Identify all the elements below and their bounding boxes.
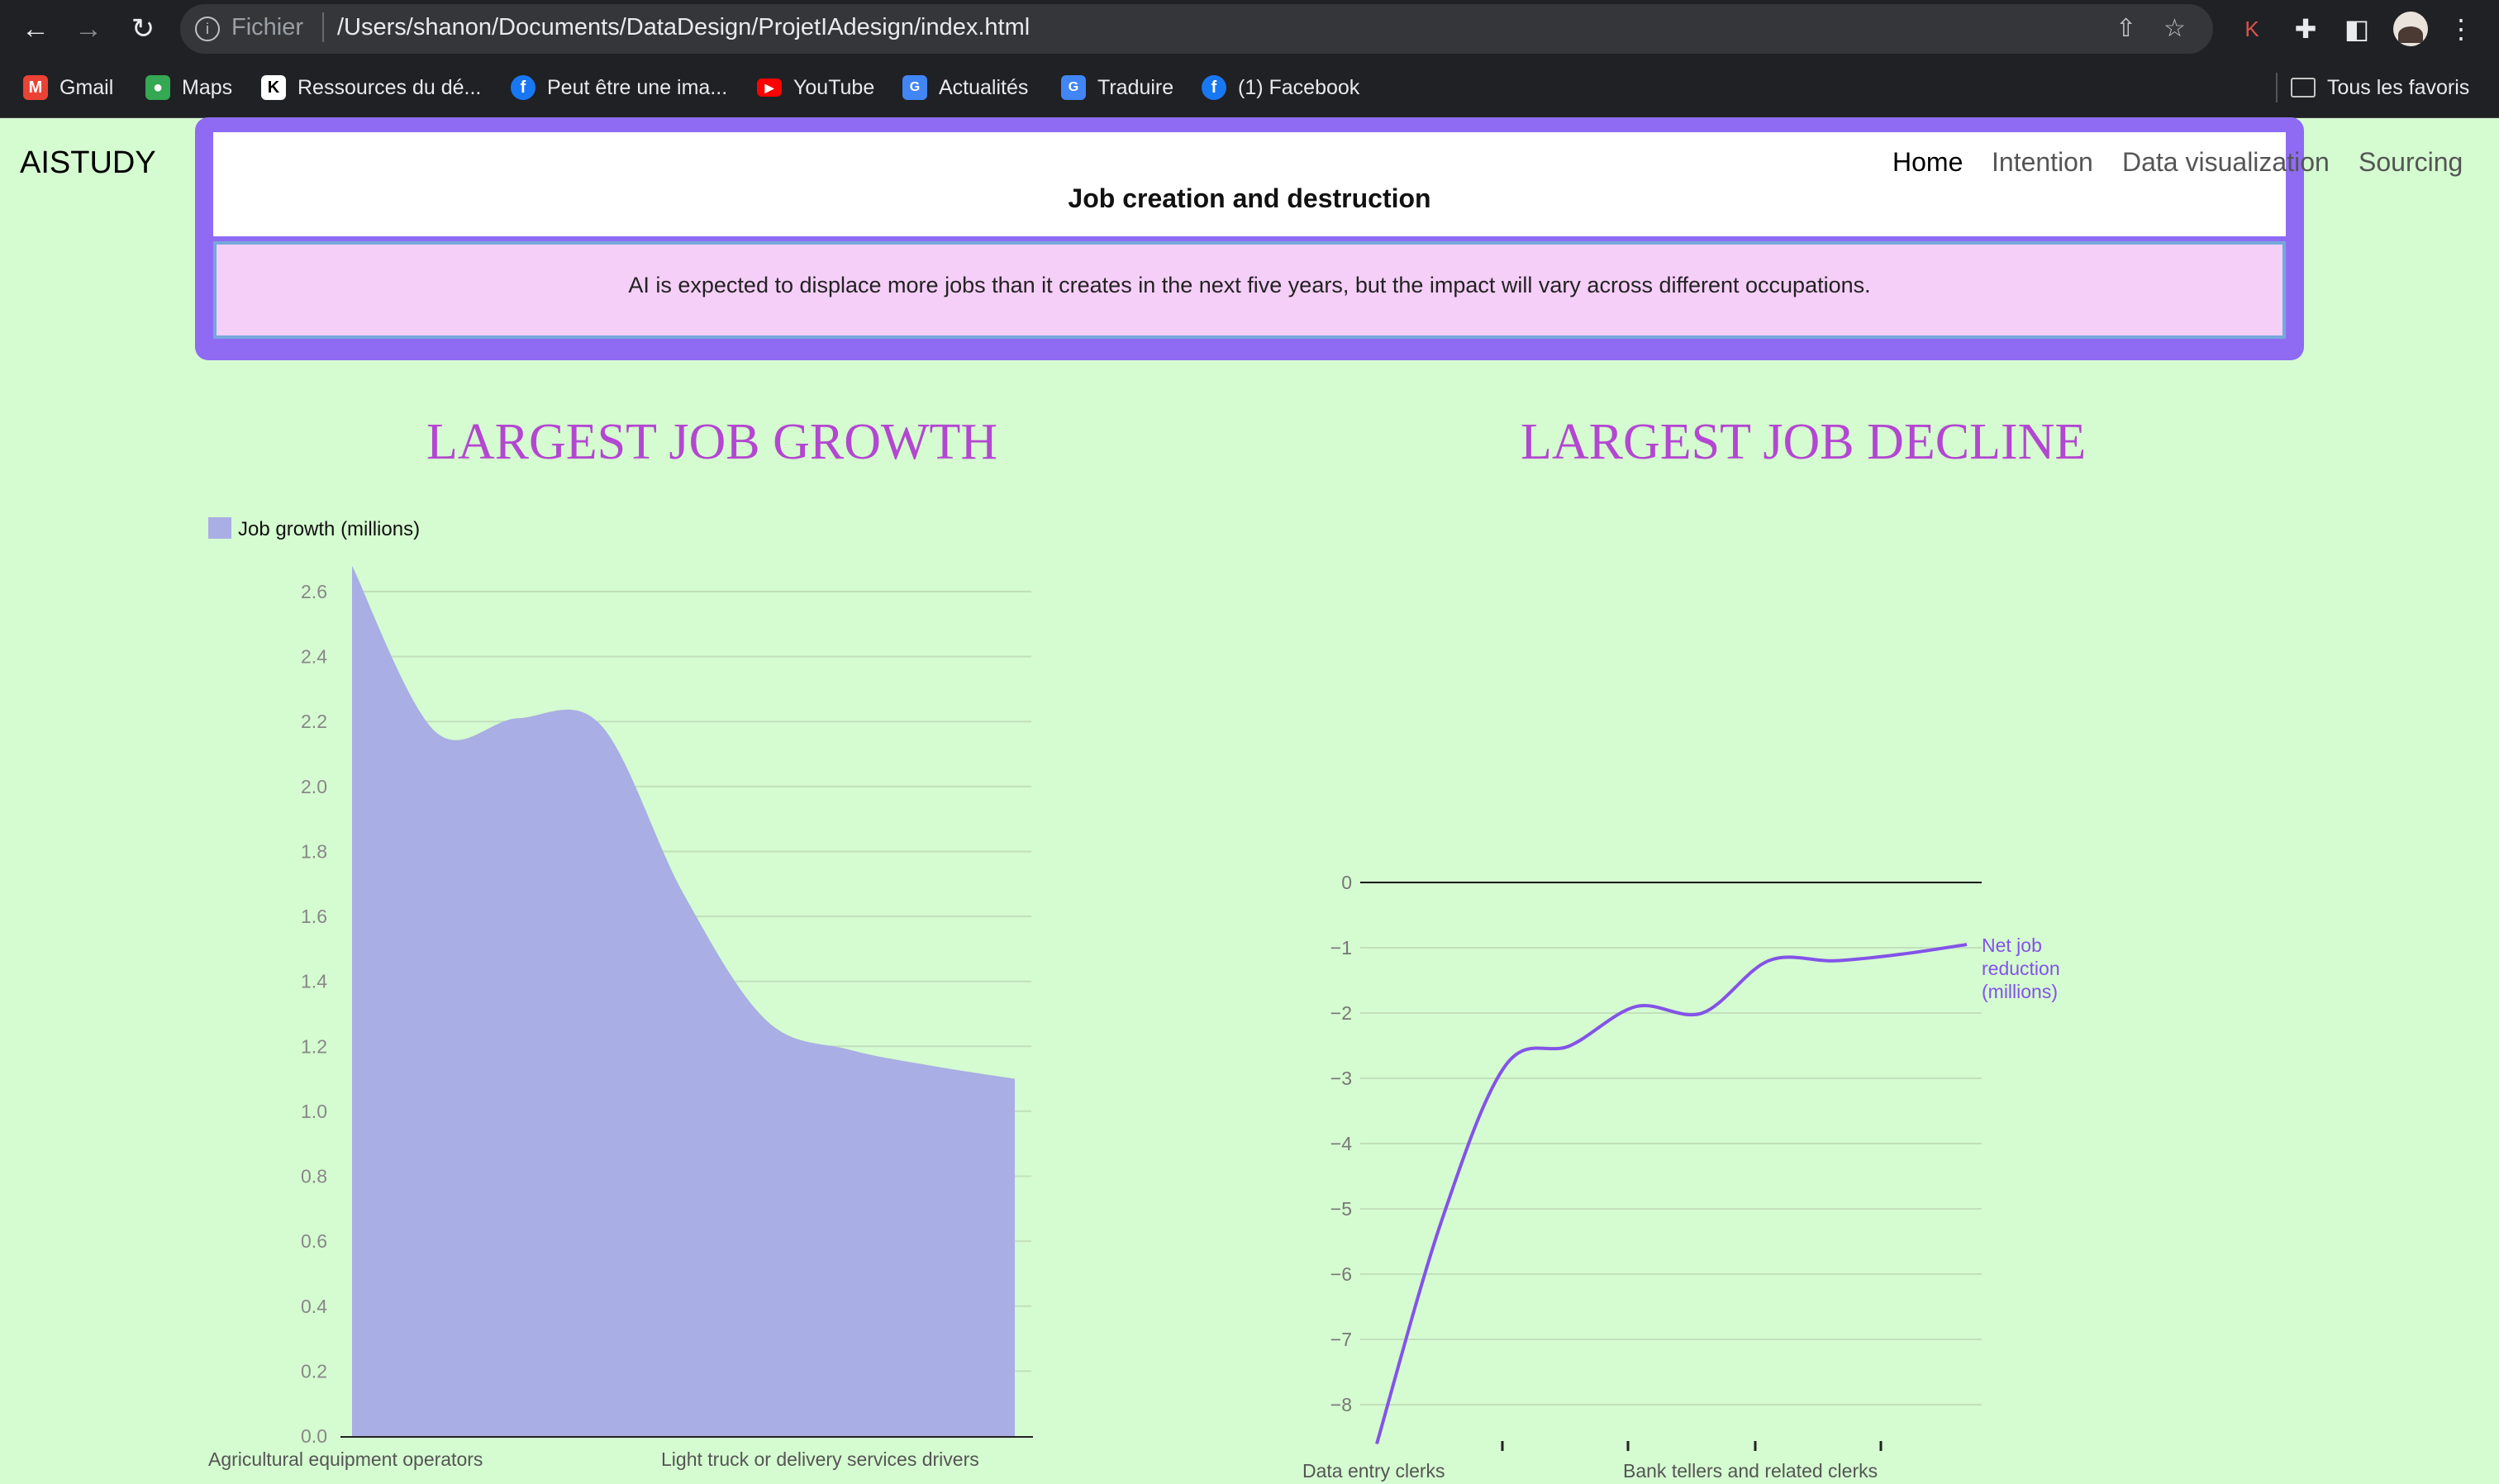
area-series-job-growth bbox=[352, 565, 1015, 1436]
bookmark-k-icon: K bbox=[261, 75, 286, 100]
y-tick-label: 1.0 bbox=[301, 1101, 327, 1122]
url-scheme: Fichier bbox=[231, 14, 304, 40]
url-separator bbox=[322, 12, 324, 42]
nav-data-visualization[interactable]: Data visualization bbox=[2122, 147, 2330, 177]
bookmark-label: Ressources du dé... bbox=[298, 75, 482, 99]
nav-sourcing[interactable]: Sourcing bbox=[2359, 147, 2463, 177]
y-tick-label: −7 bbox=[1330, 1329, 1352, 1350]
bookmark-label: Gmail bbox=[60, 75, 114, 99]
address-bar[interactable]: i Fichier /Users/shanon/Documents/DataDe… bbox=[180, 4, 2213, 54]
card-body: AI is expected to displace more jobs tha… bbox=[213, 241, 2286, 339]
bookmark-peut-etre[interactable]: f Peut être une ima... bbox=[511, 71, 727, 104]
y-tick-label: 2.4 bbox=[301, 646, 327, 668]
translate-icon: G bbox=[1061, 75, 1086, 100]
menu-dots-icon[interactable]: ⋮ bbox=[2448, 14, 2474, 44]
bookmark-star-icon[interactable]: ☆ bbox=[2163, 15, 2186, 42]
bookmark-ressources[interactable]: K Ressources du dé... bbox=[261, 71, 481, 104]
y-tick-label: 0 bbox=[1341, 872, 1352, 893]
y-tick-label: 0.0 bbox=[301, 1425, 327, 1447]
line-series-net-job-reduction bbox=[1375, 943, 1968, 1444]
y-tick-label: 0.8 bbox=[301, 1166, 327, 1187]
bookmark-facebook[interactable]: f (1) Facebook bbox=[1202, 71, 1359, 104]
bookmark-traduire[interactable]: G Traduire bbox=[1061, 71, 1173, 104]
growth-section-title: LARGEST JOB GROWTH bbox=[426, 414, 998, 470]
youtube-icon: ▶ bbox=[757, 78, 782, 97]
browser-toolbar: ← → ↻ i Fichier /Users/shanon/Documents/… bbox=[0, 0, 2499, 58]
intro-card: Job creation and destruction AI is expec… bbox=[195, 117, 2304, 360]
x-tick-label: Agricultural equipment operators bbox=[208, 1448, 483, 1470]
y-tick-label: 0.6 bbox=[301, 1230, 327, 1252]
folder-icon bbox=[2291, 78, 2316, 98]
news-icon: G bbox=[902, 75, 927, 100]
bookmark-gmail[interactable]: M Gmail bbox=[23, 71, 113, 104]
extension-k-icon[interactable]: K bbox=[2244, 17, 2259, 41]
y-tick-label: −5 bbox=[1330, 1198, 1352, 1220]
site-brand[interactable]: AISTUDY bbox=[20, 145, 156, 180]
y-tick-label: −3 bbox=[1330, 1068, 1352, 1089]
facebook-icon: f bbox=[511, 75, 536, 100]
extensions-puzzle-icon[interactable]: ✚ bbox=[2294, 14, 2317, 44]
y-tick-label: 2.6 bbox=[301, 581, 327, 602]
bookmarks-bar bbox=[0, 58, 2499, 118]
y-tick-label: −8 bbox=[1330, 1394, 1352, 1415]
bookmark-label: YouTube bbox=[793, 75, 875, 99]
x-tick-label: Light truck or delivery services drivers bbox=[661, 1448, 979, 1470]
bookmark-label: Peut être une ima... bbox=[547, 75, 728, 99]
y-tick-label: −4 bbox=[1330, 1133, 1352, 1154]
y-tick-label: 2.0 bbox=[301, 776, 327, 797]
share-icon[interactable]: ⇧ bbox=[2116, 15, 2137, 42]
side-panel-icon[interactable]: ◧ bbox=[2344, 14, 2370, 44]
url-text[interactable]: /Users/shanon/Documents/DataDesign/Proje… bbox=[337, 14, 1031, 40]
series-label: (millions) bbox=[1982, 981, 2058, 1002]
y-tick-label: −1 bbox=[1330, 937, 1352, 958]
all-bookmarks-label: Tous les favoris bbox=[2327, 75, 2470, 99]
bookmarks-divider bbox=[2276, 73, 2278, 102]
y-tick-label: 1.2 bbox=[301, 1035, 327, 1057]
x-tick-label: Bank tellers and related clerks bbox=[1623, 1460, 1878, 1482]
decline-section-title: LARGEST JOB DECLINE bbox=[1521, 414, 2087, 470]
all-bookmarks-folder[interactable]: Tous les favoris bbox=[2291, 71, 2469, 104]
maps-icon: ● bbox=[145, 75, 170, 100]
card-text: AI is expected to displace more jobs tha… bbox=[628, 273, 1871, 297]
y-tick-label: 0.4 bbox=[301, 1296, 327, 1317]
legend-swatch bbox=[208, 517, 231, 539]
y-tick-label: 0.2 bbox=[301, 1360, 327, 1382]
bookmark-label: Actualités bbox=[939, 75, 1029, 99]
growth-area-chart: Job growth (millions) 0.0 0.2 0.4 0.6 0.8 1.0 1… bbox=[208, 517, 1033, 1470]
y-tick-label: −6 bbox=[1330, 1263, 1352, 1285]
back-arrow-icon[interactable]: ← bbox=[21, 13, 50, 45]
nav-home[interactable]: Home bbox=[1892, 147, 1963, 177]
bookmark-label: Traduire bbox=[1097, 75, 1174, 99]
legend-label: Job growth (millions) bbox=[238, 518, 420, 540]
info-icon[interactable]: i bbox=[195, 17, 220, 41]
card-title: Job creation and destruction bbox=[1068, 183, 1431, 213]
profile-avatar[interactable] bbox=[2393, 12, 2428, 46]
series-label: Net job bbox=[1982, 935, 2042, 956]
y-tick-label: 1.4 bbox=[301, 971, 327, 992]
forward-arrow-icon[interactable]: → bbox=[74, 13, 102, 45]
x-tick-label: Data entry clerks bbox=[1302, 1460, 1445, 1482]
bookmark-youtube[interactable]: ▶ YouTube bbox=[757, 71, 874, 104]
y-tick-label: 2.2 bbox=[301, 711, 327, 732]
y-tick-label: −2 bbox=[1330, 1002, 1352, 1024]
y-tick-label: 1.8 bbox=[301, 840, 327, 862]
facebook-icon: f bbox=[1202, 75, 1226, 100]
bookmark-actualites[interactable]: G Actualités bbox=[902, 71, 1028, 104]
bookmark-maps[interactable]: ● Maps bbox=[145, 71, 232, 104]
series-label: reduction bbox=[1982, 958, 2060, 979]
card-header: Job creation and destruction bbox=[213, 132, 2286, 236]
gmail-icon: M bbox=[23, 75, 48, 100]
y-tick-label: 1.6 bbox=[301, 906, 327, 927]
reload-icon[interactable]: ↻ bbox=[131, 13, 155, 45]
bookmark-label: (1) Facebook bbox=[1238, 75, 1360, 99]
nav-intention[interactable]: Intention bbox=[1992, 147, 2093, 177]
bookmark-label: Maps bbox=[182, 75, 233, 99]
main-nav: Home Intention Data visualization Sourci… bbox=[0, 147, 2499, 185]
